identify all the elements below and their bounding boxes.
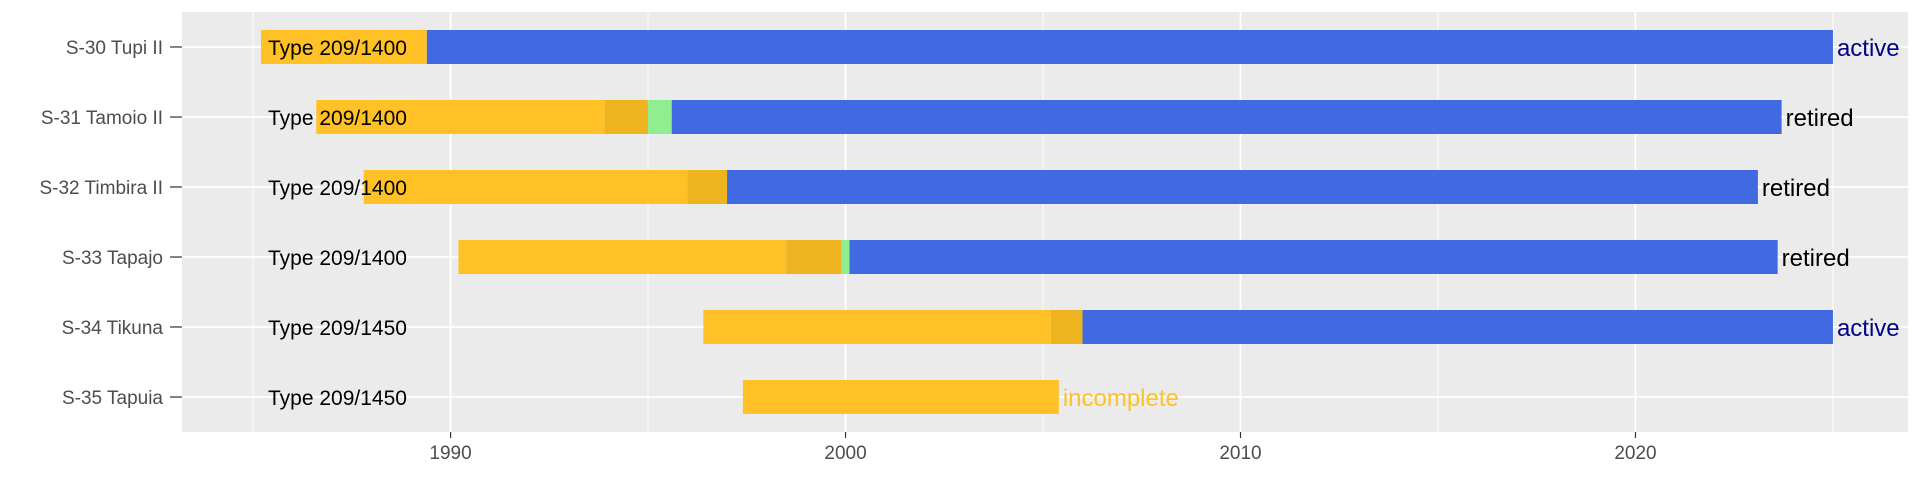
y-tick-label: S-33 Tapajo bbox=[62, 248, 163, 269]
type-label: Type 209/1450 bbox=[268, 317, 407, 340]
bar-segment-service bbox=[1082, 310, 1833, 344]
bar-segment-service bbox=[727, 170, 1758, 204]
x-axis: 1990 2000 2010 2020 bbox=[429, 432, 1657, 464]
bar-segment-trials bbox=[841, 240, 850, 274]
y-tick-label: S-34 Tikuna bbox=[62, 318, 164, 339]
bar-segment-construction bbox=[742, 380, 1059, 414]
type-label: Type 209/1400 bbox=[268, 37, 407, 60]
bar-segment-trials bbox=[648, 100, 672, 134]
x-tick-label: 1990 bbox=[429, 443, 471, 464]
x-tick-label: 2000 bbox=[824, 443, 866, 464]
bar-segment-fitting_out bbox=[604, 100, 649, 134]
type-label: Type 209/1450 bbox=[268, 387, 407, 410]
bar-segment-construction bbox=[703, 310, 1051, 344]
type-label: Type 209/1400 bbox=[268, 107, 407, 130]
y-tick-label: S-31 Tamoio II bbox=[41, 108, 163, 129]
status-label: retired bbox=[1786, 105, 1854, 132]
panel-background bbox=[182, 12, 1908, 432]
bar-segment-fitting_out bbox=[687, 170, 728, 204]
bars-layer bbox=[260, 30, 1833, 414]
y-axis: S-30 Tupi II S-31 Tamoio II S-32 Timbira I… bbox=[39, 38, 182, 409]
bar-segment-service bbox=[849, 240, 1778, 274]
bar-segment-fitting_out bbox=[786, 240, 842, 274]
type-label: Type 209/1400 bbox=[268, 247, 407, 270]
y-tick-label: S-35 Tapuia bbox=[62, 388, 163, 409]
status-label: incomplete bbox=[1063, 385, 1179, 412]
bar-segment-construction bbox=[458, 240, 787, 274]
x-tick-label: 2020 bbox=[1614, 443, 1656, 464]
status-label: active bbox=[1837, 35, 1900, 62]
bar-segment-construction bbox=[316, 100, 605, 134]
y-tick-label: S-32 Timbira II bbox=[39, 178, 163, 199]
y-tick-label: S-30 Tupi II bbox=[66, 38, 163, 59]
status-label: retired bbox=[1762, 175, 1830, 202]
bar-segment-construction bbox=[363, 170, 688, 204]
bar-segment-fitting_out bbox=[1050, 310, 1083, 344]
status-label: active bbox=[1837, 315, 1900, 342]
bar-segment-service bbox=[426, 30, 1833, 64]
bar-segment-construction bbox=[260, 30, 427, 64]
labels-layer: Type 209/1400 active Type 209/1400 retired T… bbox=[268, 35, 1900, 412]
status-label: retired bbox=[1782, 245, 1850, 272]
type-label: Type 209/1400 bbox=[268, 177, 407, 200]
bar-segment-service bbox=[671, 100, 1782, 134]
x-tick-label: 2010 bbox=[1219, 443, 1261, 464]
